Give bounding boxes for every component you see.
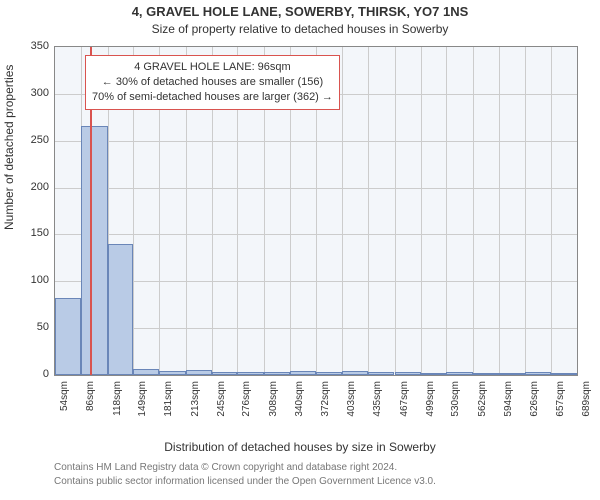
histogram-bar [212,372,237,375]
chart-container: 4, GRAVEL HOLE LANE, SOWERBY, THIRSK, YO… [0,0,600,500]
histogram-bar [446,372,472,375]
grid-line-v [473,47,474,375]
y-tick-label: 150 [17,227,49,239]
histogram-bar [499,373,525,375]
histogram-bar [551,373,577,375]
x-tick-label: 657sqm [555,381,566,431]
histogram-bar [316,372,341,375]
annotation-line-1: 4 GRAVEL HOLE LANE: 96sqm [92,60,333,75]
x-tick-label: 118sqm [112,381,123,431]
annotation-line-3: 70% of semi-detached houses are larger (… [92,90,333,105]
chart-subtitle: Size of property relative to detached ho… [0,22,600,36]
y-tick-label: 100 [17,274,49,286]
y-tick-label: 0 [17,368,49,380]
y-tick-label: 350 [17,40,49,52]
x-tick-label: 499sqm [425,381,436,431]
histogram-bar [525,372,550,375]
histogram-bar [264,372,290,375]
y-axis-label: Number of detached properties [2,65,16,230]
x-tick-label: 181sqm [163,381,174,431]
plot-area: 05010015020025030035054sqm86sqm118sqm149… [54,46,578,376]
histogram-bar [55,298,81,375]
histogram-bar [421,373,446,375]
histogram-bar [368,372,394,375]
x-tick-label: 86sqm [85,381,96,431]
grid-line-v [499,47,500,375]
footer-line-2: Contains public sector information licen… [54,476,436,487]
histogram-bar [159,371,185,375]
histogram-bar [290,371,316,375]
x-tick-label: 594sqm [503,381,514,431]
grid-line-v [446,47,447,375]
grid-line-v [525,47,526,375]
annotation-line-2: ← 30% of detached houses are smaller (15… [92,75,333,90]
x-tick-label: 54sqm [59,381,70,431]
x-axis-label: Distribution of detached houses by size … [0,440,600,454]
footer-line-1: Contains HM Land Registry data © Crown c… [54,462,397,473]
histogram-bar [395,372,421,375]
grid-line-v [395,47,396,375]
x-tick-label: 562sqm [477,381,488,431]
x-tick-label: 308sqm [268,381,279,431]
y-tick-label: 50 [17,321,49,333]
chart-title: 4, GRAVEL HOLE LANE, SOWERBY, THIRSK, YO… [0,4,600,19]
histogram-bar [342,371,368,375]
histogram-bar [81,126,107,375]
x-tick-label: 149sqm [137,381,148,431]
x-tick-label: 372sqm [320,381,331,431]
x-tick-label: 626sqm [529,381,540,431]
grid-line-v [342,47,343,375]
x-tick-label: 530sqm [450,381,461,431]
histogram-bar [473,373,499,375]
grid-line-v [421,47,422,375]
x-tick-label: 403sqm [346,381,357,431]
y-tick-label: 300 [17,87,49,99]
x-tick-label: 467sqm [399,381,410,431]
grid-line-v [368,47,369,375]
histogram-bar [237,372,263,375]
grid-line-v [551,47,552,375]
y-tick-label: 250 [17,134,49,146]
x-tick-label: 276sqm [241,381,252,431]
histogram-bar [108,244,133,375]
x-tick-label: 689sqm [581,381,592,431]
histogram-bar [186,370,212,375]
annotation-box: 4 GRAVEL HOLE LANE: 96sqm ← 30% of detac… [85,55,340,110]
x-tick-label: 435sqm [372,381,383,431]
y-tick-label: 200 [17,181,49,193]
x-tick-label: 213sqm [190,381,201,431]
x-tick-label: 245sqm [216,381,227,431]
histogram-bar [133,369,159,375]
x-tick-label: 340sqm [294,381,305,431]
